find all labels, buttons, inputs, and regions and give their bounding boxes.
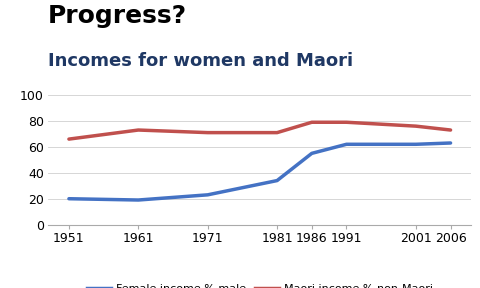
Maori income % non-Maori — [447, 128, 453, 132]
Maori income % non-Maori — [274, 131, 279, 134]
Female income % male — [274, 179, 279, 182]
Maori income % non-Maori — [66, 137, 72, 141]
Text: Progress?: Progress? — [48, 4, 187, 28]
Maori income % non-Maori — [308, 120, 314, 124]
Female income % male — [204, 193, 210, 196]
Legend: Female income % male, Maori income % non-Maori: Female income % male, Maori income % non… — [82, 279, 436, 288]
Female income % male — [412, 143, 418, 146]
Maori income % non-Maori — [135, 128, 141, 132]
Text: Incomes for women and Maori: Incomes for women and Maori — [48, 52, 352, 70]
Maori income % non-Maori — [412, 124, 418, 128]
Line: Female income % male: Female income % male — [69, 143, 450, 200]
Female income % male — [447, 141, 453, 145]
Line: Maori income % non-Maori: Maori income % non-Maori — [69, 122, 450, 139]
Female income % male — [308, 151, 314, 155]
Female income % male — [66, 197, 72, 200]
Maori income % non-Maori — [343, 120, 348, 124]
Female income % male — [135, 198, 141, 202]
Maori income % non-Maori — [204, 131, 210, 134]
Female income % male — [343, 143, 348, 146]
